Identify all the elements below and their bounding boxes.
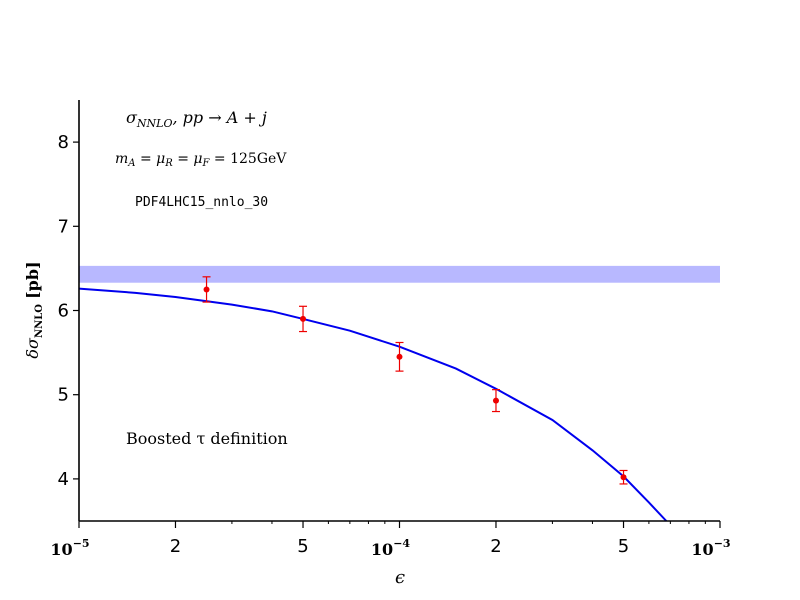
- x-axis-label: ϵ: [395, 567, 405, 588]
- theory-curve-line: [78, 287, 668, 522]
- annotation-scale-value: = 125GeV: [209, 151, 287, 167]
- x-tick-label: 10−5: [50, 537, 89, 559]
- data-point: [619, 469, 628, 485]
- uncertainty-band: [79, 265, 720, 283]
- annotation-title-main: σ: [126, 108, 138, 127]
- annotation-scale-sub-a: A: [127, 158, 135, 169]
- annotation-definition: Boosted τ definition: [126, 429, 288, 448]
- x-tick-label: 5: [618, 536, 629, 557]
- data-point-marker: [203, 286, 210, 293]
- y-tick-label: 5: [58, 385, 69, 406]
- annotation-pdf: PDF4LHC15_nnlo_30: [135, 195, 268, 210]
- data-point: [491, 389, 500, 413]
- x-tick-label: 10−4: [371, 537, 410, 559]
- x-tick-label: 2: [490, 536, 501, 557]
- y-ticks: 4 5 6 7 8: [58, 132, 79, 490]
- annotation-scale-eq1: = μ: [136, 151, 166, 167]
- data-point: [202, 276, 211, 303]
- annotation-scale-m: m: [115, 151, 128, 167]
- data-point-marker: [300, 315, 307, 322]
- data-point-marker: [396, 353, 403, 360]
- x-tick-label: 2: [170, 536, 181, 557]
- y-axis-label-main: δσ: [23, 337, 42, 359]
- annotation-scale-sub-r: R: [164, 158, 173, 169]
- y-tick-label: 7: [58, 216, 69, 237]
- annotation-scale-eq2: = μ: [173, 151, 203, 167]
- y-tick-label: 8: [58, 132, 69, 153]
- y-axis-label-unit: [pb]: [23, 261, 42, 299]
- data-point: [395, 341, 404, 372]
- data-point: [299, 305, 308, 333]
- annotation-scale: mA = μR = μF = 125GeV: [115, 151, 287, 169]
- x-tick-label: 5: [297, 536, 308, 557]
- annotation-title-rest: , pp → A + j: [173, 108, 267, 127]
- data-point-marker: [492, 397, 499, 404]
- annotation-title-sub: NNLO: [136, 117, 173, 130]
- data-points: [202, 276, 628, 485]
- x-ticks: 10−5 2 5 10−4 2 5 10−3: [50, 521, 731, 559]
- annotation-scale-sub-f: F: [202, 158, 211, 169]
- x-tick-label: 10−3: [691, 537, 730, 559]
- y-axis-label: δσNNLO [pb]: [23, 261, 45, 358]
- y-tick-label: 6: [58, 301, 69, 322]
- y-axis-label-sub: NNLO: [34, 304, 45, 338]
- y-tick-label: 4: [58, 469, 69, 490]
- data-point-marker: [620, 474, 627, 481]
- annotation-title: σNNLO, pp → A + j: [126, 108, 267, 130]
